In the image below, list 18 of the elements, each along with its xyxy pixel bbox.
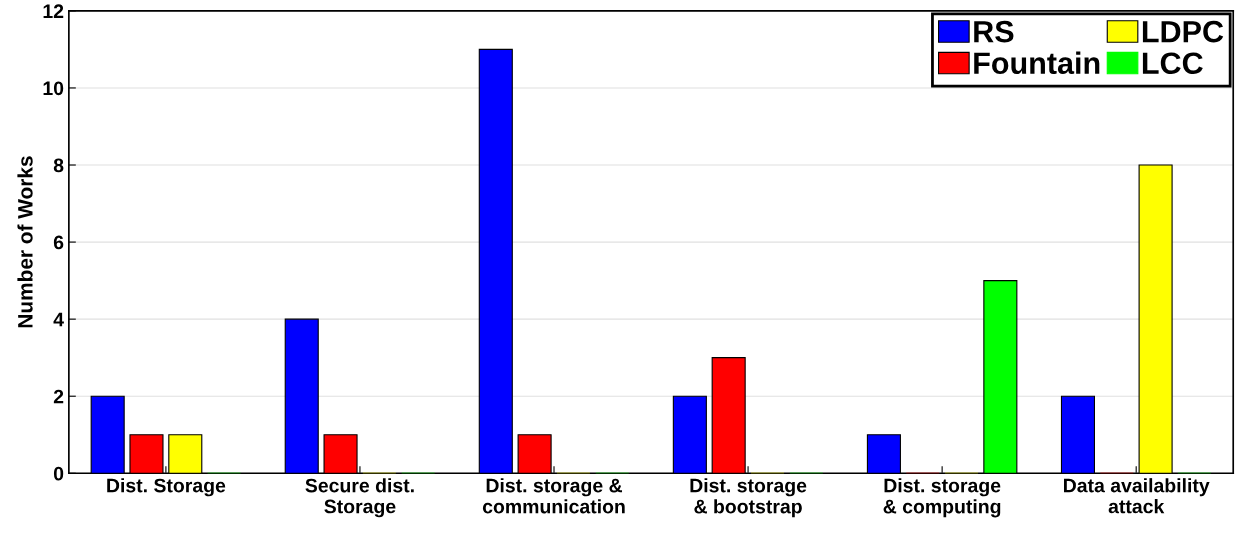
legend-label: LDPC — [1142, 20, 1224, 43]
y-tick-label: 12 — [43, 4, 64, 18]
y-tick-label: 4 — [53, 312, 64, 327]
y-axis-title: Number of Works — [17, 156, 33, 328]
y-tick-label: 2 — [53, 389, 64, 404]
y-tick-label: 6 — [53, 235, 64, 250]
x-tick-label: Dist. storage & communication — [482, 478, 625, 514]
legend-label: LCC — [1142, 52, 1203, 75]
x-tick-label: Dist. Storage — [107, 478, 226, 497]
y-tick-label: 8 — [53, 158, 64, 173]
legend-label: RS — [974, 20, 1014, 43]
x-tick-label: Dist. storage & computing — [883, 478, 1001, 518]
y-tick-label: 0 — [53, 466, 64, 481]
x-tick-label: Dist. storage & bootstrap — [690, 478, 807, 518]
y-tick-label: 10 — [43, 81, 64, 96]
legend-label: Fountain — [974, 51, 1100, 75]
x-tick-label: Data availability attack — [1064, 478, 1210, 514]
x-tick-label: Secure dist. Storage — [305, 478, 414, 518]
